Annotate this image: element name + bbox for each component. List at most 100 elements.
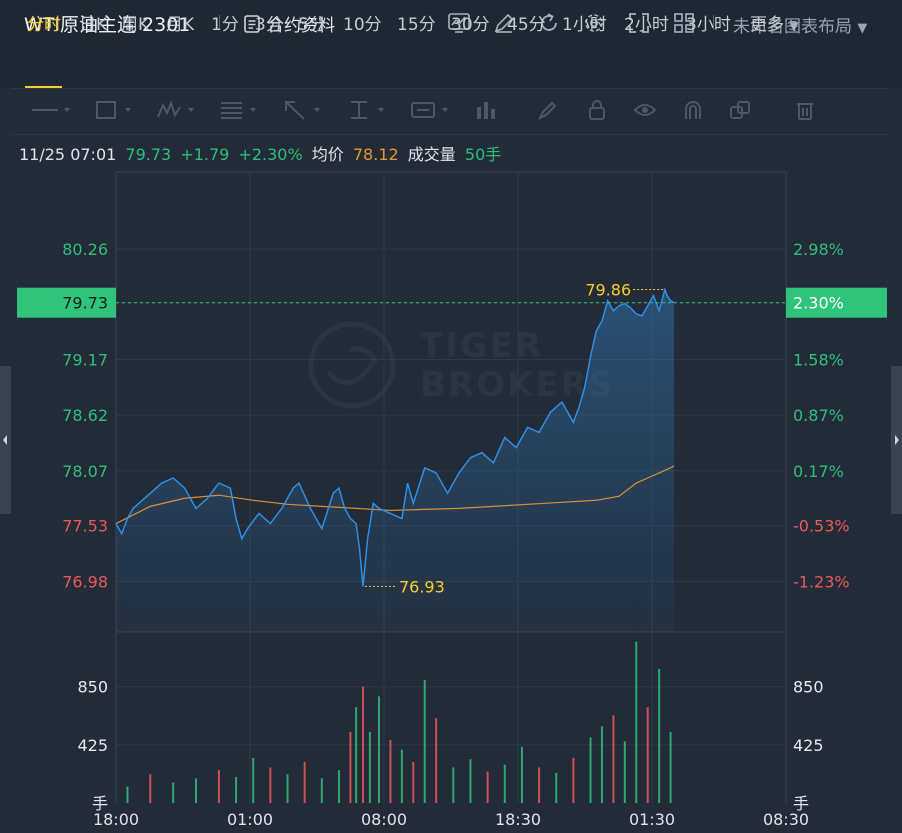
volume-bar bbox=[555, 772, 558, 803]
eye-icon[interactable] bbox=[633, 99, 657, 121]
period-tab-15min[interactable]: 15分 bbox=[397, 15, 436, 35]
volume-bar bbox=[669, 731, 672, 803]
time-tick-label: 08:00 bbox=[361, 810, 407, 829]
layout-selector[interactable]: 未命名图表布局 ▼ bbox=[733, 12, 867, 37]
magnet-icon[interactable] bbox=[682, 99, 704, 121]
chevron-right-icon bbox=[895, 435, 899, 445]
wave-tool-icon[interactable] bbox=[156, 99, 200, 121]
volume-bar bbox=[286, 774, 289, 803]
copy-icon[interactable] bbox=[729, 99, 751, 121]
quote-datetime: 11/25 07:01 bbox=[19, 145, 117, 164]
title-divider bbox=[219, 15, 220, 30]
price-area bbox=[116, 289, 674, 632]
contract-info-button[interactable]: 合约资料 bbox=[243, 11, 335, 36]
grid-layout-icon[interactable] bbox=[672, 11, 696, 35]
percent-tick-label: 1.58% bbox=[793, 350, 844, 369]
refresh-icon[interactable] bbox=[537, 11, 561, 35]
trash-icon[interactable] bbox=[794, 99, 816, 121]
period-tab-3min[interactable]: 3分 bbox=[255, 15, 283, 35]
instrument-title[interactable]: WTI原油主连 2301 bbox=[24, 14, 191, 36]
current-pct-tag-bg bbox=[786, 287, 887, 318]
volume-label: 成交量 bbox=[407, 145, 456, 164]
layout-divider bbox=[713, 15, 714, 30]
volume-bar bbox=[435, 718, 438, 803]
time-tick-label: 01:30 bbox=[629, 810, 675, 829]
document-icon bbox=[244, 14, 260, 33]
line-tool-icon[interactable] bbox=[30, 99, 74, 121]
volume-bar bbox=[658, 668, 661, 803]
period-tab-month[interactable]: 月K bbox=[166, 15, 195, 35]
period-tab-3hour[interactable]: 3小时 bbox=[686, 15, 731, 35]
volume-bar bbox=[503, 764, 506, 803]
quote-price: 79.73 bbox=[125, 145, 172, 164]
volume-bar bbox=[337, 770, 340, 803]
rectangle-tool-icon[interactable] bbox=[93, 99, 137, 121]
price-tick-label: 80.26 bbox=[62, 240, 108, 259]
period-tab-30min[interactable]: 30分 bbox=[451, 15, 490, 35]
volume-tick-label-right: 850 bbox=[793, 678, 824, 697]
volume-bar bbox=[149, 774, 152, 803]
volume-bar bbox=[612, 715, 615, 803]
volume-bar bbox=[538, 767, 541, 803]
period-tab-5min[interactable]: 5分 bbox=[298, 15, 326, 35]
price-tick-label: 79.17 bbox=[62, 350, 108, 369]
volume-axis: 850 850 425 425 手 手 bbox=[77, 678, 823, 813]
fib-tool-icon[interactable] bbox=[218, 99, 262, 121]
average-price-line bbox=[115, 465, 675, 525]
percent-tick-label: 0.17% bbox=[793, 462, 844, 481]
volume-bar bbox=[412, 761, 415, 803]
period-tab-timeshare[interactable]: 分时 bbox=[27, 15, 61, 35]
text-tool-icon[interactable] bbox=[410, 99, 454, 121]
volume-bar bbox=[423, 679, 426, 803]
fullscreen-icon[interactable] bbox=[627, 11, 651, 35]
volume-tick-label-right: 手 bbox=[793, 794, 809, 813]
chart-type-icon[interactable] bbox=[474, 99, 500, 121]
volume-bar bbox=[252, 757, 255, 803]
volume-bar bbox=[368, 731, 371, 803]
left-panel-toggle[interactable] bbox=[0, 366, 11, 514]
period-tab-1min[interactable]: 1分 bbox=[211, 15, 239, 35]
price-tick-label: 78.62 bbox=[62, 406, 108, 425]
volume-value: 50手 bbox=[464, 145, 502, 164]
chart-settings-icon[interactable] bbox=[447, 11, 471, 35]
period-more-dropdown[interactable]: 更多 ▼ bbox=[750, 10, 799, 35]
period-tab-10min[interactable]: 10分 bbox=[343, 15, 382, 35]
period-tab-45min[interactable]: 45分 bbox=[507, 15, 546, 35]
price-line bbox=[115, 287, 675, 587]
layout-label: 未命名图表布局 bbox=[733, 17, 852, 37]
arrow-tool-icon[interactable] bbox=[282, 99, 326, 121]
edit-icon[interactable] bbox=[492, 11, 516, 35]
period-tab-2hour[interactable]: 2小时 bbox=[624, 15, 669, 35]
volume-bar bbox=[635, 641, 638, 803]
period-tab-1hour[interactable]: 1小时 bbox=[562, 15, 607, 35]
active-period-indicator bbox=[25, 86, 62, 88]
volume-bar bbox=[572, 757, 575, 803]
current-pct-tag-label: 2.30% bbox=[793, 294, 844, 313]
period-tab-day[interactable]: 日K bbox=[79, 15, 108, 35]
caret-down-icon: ▼ bbox=[857, 21, 868, 36]
volume-bar bbox=[195, 778, 198, 803]
gear-icon[interactable] bbox=[582, 11, 606, 35]
volume-tick-label-left: 手 bbox=[92, 794, 108, 813]
period-tab-week[interactable]: 周K bbox=[121, 15, 150, 35]
percent-axis-right: 2.98% 1.58% 0.87% 0.17% -0.53% -1.23% bbox=[793, 240, 850, 591]
price-tick-label: 78.07 bbox=[62, 462, 108, 481]
max-annotation-label: 79.86 bbox=[585, 281, 631, 300]
percent-tick-label: 0.87% bbox=[793, 406, 844, 425]
volume-bar bbox=[355, 707, 358, 803]
volume-tick-label-left: 425 bbox=[77, 736, 108, 755]
brush-icon[interactable] bbox=[537, 99, 559, 121]
volume-bar bbox=[589, 737, 592, 803]
percent-tick-label: -0.53% bbox=[793, 517, 850, 536]
volume-bar bbox=[269, 767, 272, 803]
volume-bar bbox=[623, 741, 626, 803]
measure-tool-icon[interactable] bbox=[346, 99, 390, 121]
current-price-tags: 79.73 2.30% bbox=[17, 287, 887, 318]
quote-change: +1.79 bbox=[180, 145, 230, 164]
right-panel-toggle[interactable] bbox=[891, 366, 902, 514]
lock-icon[interactable] bbox=[586, 99, 608, 121]
price-axis-left: 80.26 79.17 78.62 78.07 77.53 76.98 bbox=[62, 240, 108, 591]
percent-tick-label: 2.98% bbox=[793, 240, 844, 259]
percent-tick-label: -1.23% bbox=[793, 572, 850, 591]
